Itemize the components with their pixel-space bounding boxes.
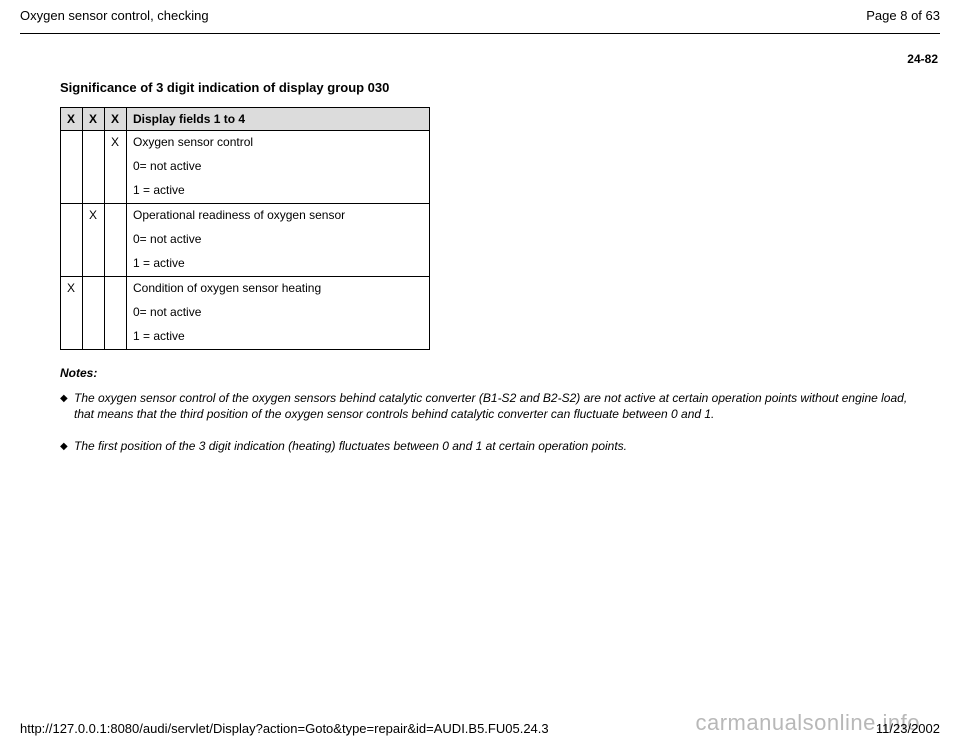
col-x2: X — [83, 108, 105, 131]
footer-date: 11/23/2002 — [876, 721, 940, 736]
cell-x3 — [105, 277, 127, 350]
cell-x1: X — [61, 277, 83, 350]
desc-line-0: 0= not active — [133, 159, 423, 173]
page-number: Page 8 of 63 — [866, 8, 940, 23]
cell-desc: Operational readiness of oxygen sensor 0… — [127, 204, 430, 277]
cell-x2: X — [83, 204, 105, 277]
content-area: Significance of 3 digit indication of di… — [0, 80, 960, 455]
desc-line-1: 1 = active — [133, 329, 423, 343]
table-header-row: X X X Display fields 1 to 4 — [61, 108, 430, 131]
cell-x1 — [61, 131, 83, 204]
page-header: Oxygen sensor control, checking Page 8 o… — [0, 0, 960, 27]
desc-line-1: 1 = active — [133, 183, 423, 197]
desc-title: Condition of oxygen sensor heating — [133, 281, 423, 295]
cell-x3 — [105, 204, 127, 277]
list-item: ◆ The first position of the 3 digit indi… — [60, 438, 930, 454]
table-row: X Operational readiness of oxygen sensor… — [61, 204, 430, 277]
cell-x2 — [83, 277, 105, 350]
bullet-icon: ◆ — [60, 390, 74, 406]
desc-line-0: 0= not active — [133, 305, 423, 319]
cell-x2 — [83, 131, 105, 204]
desc-line-0: 0= not active — [133, 232, 423, 246]
desc-title: Operational readiness of oxygen sensor — [133, 208, 423, 222]
list-item: ◆ The oxygen sensor control of the oxyge… — [60, 390, 930, 422]
table-row: X Oxygen sensor control 0= not active 1 … — [61, 131, 430, 204]
col-x1: X — [61, 108, 83, 131]
col-desc: Display fields 1 to 4 — [127, 108, 430, 131]
table-row: X Condition of oxygen sensor heating 0= … — [61, 277, 430, 350]
notes-list: ◆ The oxygen sensor control of the oxyge… — [60, 390, 930, 455]
footer-url: http://127.0.0.1:8080/audi/servlet/Displ… — [20, 721, 549, 736]
desc-title: Oxygen sensor control — [133, 135, 423, 149]
bullet-icon: ◆ — [60, 438, 74, 454]
col-x3: X — [105, 108, 127, 131]
notes-title: Notes: — [60, 366, 930, 380]
display-group-table: X X X Display fields 1 to 4 X Oxygen sen… — [60, 107, 430, 350]
cell-desc: Oxygen sensor control 0= not active 1 = … — [127, 131, 430, 204]
cell-desc: Condition of oxygen sensor heating 0= no… — [127, 277, 430, 350]
page-footer: http://127.0.0.1:8080/audi/servlet/Displ… — [0, 721, 960, 736]
note-text: The oxygen sensor control of the oxygen … — [74, 390, 930, 422]
significance-title: Significance of 3 digit indication of di… — [60, 80, 930, 95]
cell-x1 — [61, 204, 83, 277]
section-number: 24-82 — [0, 34, 960, 72]
desc-line-1: 1 = active — [133, 256, 423, 270]
doc-title: Oxygen sensor control, checking — [20, 8, 209, 23]
cell-x3: X — [105, 131, 127, 204]
note-text: The first position of the 3 digit indica… — [74, 438, 627, 454]
